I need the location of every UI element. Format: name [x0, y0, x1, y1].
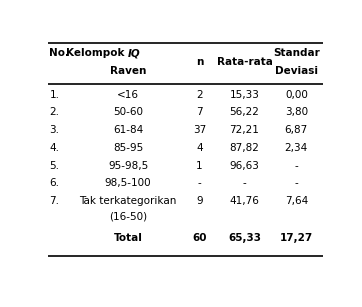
Text: 3.: 3.	[50, 125, 59, 135]
Text: 17,27: 17,27	[280, 233, 313, 243]
Text: 6.: 6.	[50, 178, 59, 188]
Text: 15,33: 15,33	[230, 90, 260, 100]
Text: Deviasi: Deviasi	[275, 66, 318, 76]
Text: Tak terkategorikan: Tak terkategorikan	[79, 196, 177, 206]
Text: IQ: IQ	[128, 49, 141, 58]
Text: 96,63: 96,63	[230, 161, 260, 171]
Text: 2.: 2.	[50, 107, 59, 118]
Text: (16-50): (16-50)	[109, 212, 147, 221]
Text: 2,34: 2,34	[285, 143, 308, 153]
Text: 72,21: 72,21	[230, 125, 260, 135]
Text: n: n	[196, 57, 203, 67]
Text: Kelompok: Kelompok	[66, 49, 128, 58]
Text: 50-60: 50-60	[113, 107, 143, 118]
Text: 85-95: 85-95	[113, 143, 143, 153]
Text: -: -	[198, 178, 201, 188]
Text: 95-98,5: 95-98,5	[108, 161, 148, 171]
Text: 65,33: 65,33	[228, 233, 261, 243]
Text: 6,87: 6,87	[285, 125, 308, 135]
Text: No.: No.	[50, 49, 70, 58]
Text: Total: Total	[114, 233, 143, 243]
Text: 7: 7	[196, 107, 203, 118]
Text: 60: 60	[192, 233, 207, 243]
Text: 5.: 5.	[50, 161, 59, 171]
Text: 61-84: 61-84	[113, 125, 143, 135]
Text: -: -	[243, 178, 246, 188]
Text: 7.: 7.	[50, 196, 59, 206]
Text: 2: 2	[196, 90, 203, 100]
Text: 9: 9	[196, 196, 203, 206]
Text: Rata-rata: Rata-rata	[216, 57, 272, 67]
Text: 98,5-100: 98,5-100	[105, 178, 151, 188]
Text: 4: 4	[196, 143, 203, 153]
Text: 56,22: 56,22	[230, 107, 260, 118]
Text: 0,00: 0,00	[285, 90, 308, 100]
Text: 37: 37	[193, 125, 206, 135]
Text: 87,82: 87,82	[230, 143, 260, 153]
Text: <16: <16	[117, 90, 139, 100]
Text: Standar: Standar	[273, 49, 320, 58]
Text: 41,76: 41,76	[230, 196, 260, 206]
Text: -: -	[294, 161, 298, 171]
Text: -: -	[294, 178, 298, 188]
Text: 3,80: 3,80	[285, 107, 308, 118]
Text: 7,64: 7,64	[285, 196, 308, 206]
Text: 1.: 1.	[50, 90, 59, 100]
Text: 4.: 4.	[50, 143, 59, 153]
Text: Raven: Raven	[110, 66, 146, 76]
Text: 1: 1	[196, 161, 203, 171]
